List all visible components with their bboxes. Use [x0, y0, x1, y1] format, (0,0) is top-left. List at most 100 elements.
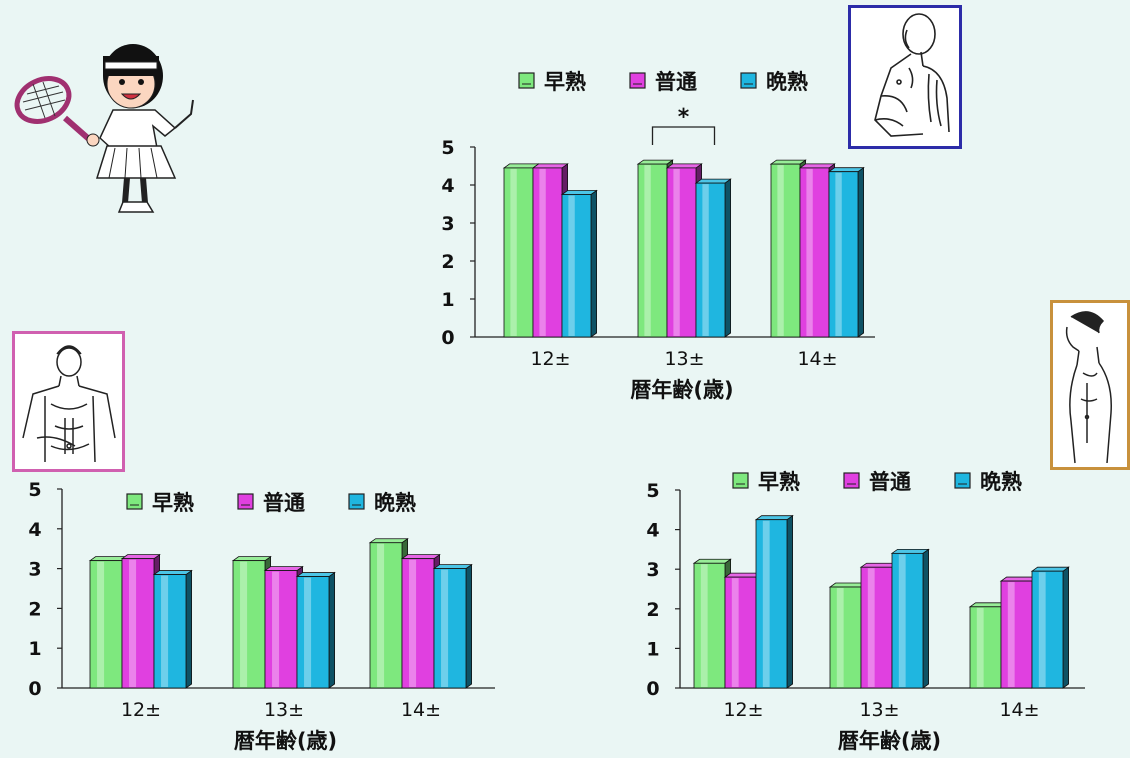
bar-normal-1 [121, 558, 155, 689]
bar-late-2 [296, 576, 330, 689]
heavy-man-figure-icon [874, 13, 950, 137]
bar-highlight [836, 588, 844, 687]
x-tick-label: 12± [723, 699, 763, 721]
legend-label-early: 早熟 [152, 491, 194, 515]
y-tick-label: 5 [28, 479, 41, 501]
bar-highlight [731, 578, 739, 687]
bar-normal-2 [264, 570, 298, 689]
bar-late-3 [433, 568, 467, 689]
bar-early-3 [969, 606, 1002, 689]
bar-highlight [97, 561, 105, 687]
legend-swatch-early [732, 472, 749, 489]
y-tick-label: 1 [28, 638, 41, 660]
y-tick-label: 4 [28, 519, 41, 541]
bar-top [754, 515, 794, 521]
legend-label-early: 早熟 [544, 70, 586, 94]
bar-late-1 [561, 194, 592, 338]
bar-normal-3 [1000, 580, 1033, 689]
bar-highlight [700, 564, 708, 687]
bar-highlight [702, 184, 709, 336]
bar-normal-1 [532, 167, 563, 338]
y-tick-label: 4 [441, 175, 454, 197]
x-tick-label: 14± [999, 699, 1039, 721]
bar-early-1 [693, 562, 726, 689]
bar-highlight [644, 165, 651, 336]
x-tick-label: 13± [664, 348, 704, 370]
significance-star: * [678, 105, 690, 130]
bar-highlight [161, 575, 169, 687]
legend-label-normal: 普通 [869, 470, 911, 494]
y-tick-label: 1 [646, 638, 659, 660]
legend-label-late: 晩熟 [766, 70, 808, 94]
bar-late-1 [755, 519, 788, 689]
x-tick-label: 13± [859, 699, 899, 721]
bar-highlight [568, 195, 575, 336]
bar-highlight [129, 559, 137, 687]
bar-early-1 [89, 560, 123, 689]
x-tick-label: 13± [264, 699, 304, 721]
y-tick-label: 1 [441, 289, 454, 311]
bar-highlight [409, 559, 417, 687]
slim-man-figure-icon [1065, 311, 1112, 464]
bar-early-2 [232, 560, 266, 689]
bar-highlight [1038, 572, 1046, 687]
y-tick-label: 3 [28, 559, 41, 581]
bar-normal-3 [401, 558, 435, 689]
y-tick-label: 4 [646, 520, 659, 542]
x-axis-label: 暦年齢(歳) [630, 378, 733, 402]
bar-highlight [272, 571, 280, 687]
bar-top [692, 558, 732, 564]
legend-swatch-normal [843, 472, 860, 489]
y-tick-label: 3 [646, 559, 659, 581]
bar-highlight [377, 543, 385, 687]
bar-normal-1 [724, 576, 757, 689]
bar-highlight [806, 168, 813, 336]
bar-top [890, 548, 930, 554]
legend-swatch-late [954, 472, 971, 489]
bar-highlight [762, 520, 770, 687]
bar-highlight [304, 577, 312, 687]
tennis-girl-icon [14, 44, 194, 213]
bar-top [1030, 566, 1070, 572]
bar-early-2 [637, 163, 668, 338]
bar-late-1 [153, 574, 187, 689]
legend-label-early: 早熟 [758, 470, 800, 494]
legend-label-late: 晩熟 [374, 491, 416, 515]
y-tick-label: 2 [646, 599, 659, 621]
bar-late-3 [1031, 570, 1064, 689]
bar-early-2 [829, 586, 862, 689]
x-tick-label: 12± [530, 348, 570, 370]
muscular-man-figure-icon [22, 345, 116, 463]
x-tick-label: 12± [121, 699, 161, 721]
legend-label-normal: 普通 [263, 491, 305, 515]
bar-highlight [441, 569, 449, 687]
y-tick-label: 3 [441, 213, 454, 235]
bar-late-3 [828, 171, 859, 338]
bar-side [922, 548, 929, 689]
bar-highlight [510, 168, 517, 336]
bar-highlight [673, 168, 680, 336]
bar-highlight [898, 554, 906, 687]
bar-early-3 [770, 163, 801, 338]
x-axis-label: 暦年齢(歳) [838, 729, 941, 753]
y-tick-label: 2 [441, 251, 454, 273]
bar-highlight [539, 168, 546, 336]
bar-side [786, 514, 793, 689]
bar-early-3 [369, 542, 403, 689]
bar-side [1062, 566, 1069, 689]
x-tick-label: 14± [401, 699, 441, 721]
bar-highlight [240, 561, 248, 687]
bar-highlight [777, 165, 784, 336]
bar-normal-3 [799, 167, 830, 338]
x-axis-label: 暦年齢(歳) [234, 729, 337, 753]
legend-label-late: 晩熟 [980, 470, 1022, 494]
x-tick-label: 14± [797, 348, 837, 370]
bar-highlight [976, 607, 984, 687]
bar-early-1 [503, 167, 534, 338]
bar-highlight [1007, 582, 1015, 687]
bar-late-2 [695, 182, 726, 338]
y-tick-label: 0 [441, 327, 454, 349]
